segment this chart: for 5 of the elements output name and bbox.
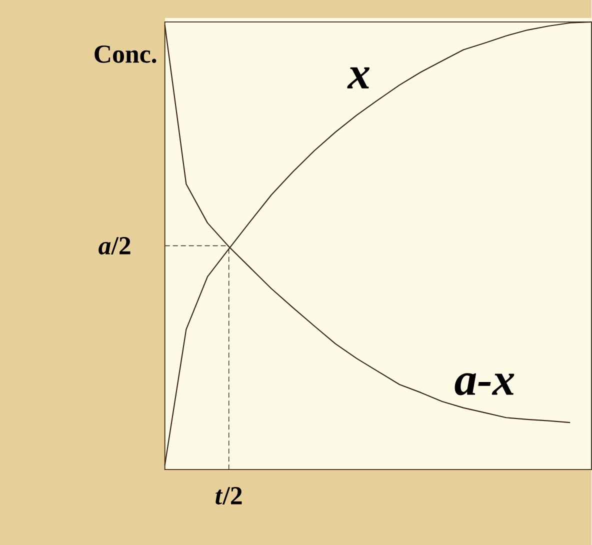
series-label: x bbox=[347, 67, 370, 88]
series-label: a-x bbox=[454, 372, 514, 395]
y-axis-title: Conc. bbox=[94, 45, 156, 63]
ref-line-label: a/2 bbox=[98, 236, 130, 254]
text: t/2 bbox=[216, 486, 242, 504]
